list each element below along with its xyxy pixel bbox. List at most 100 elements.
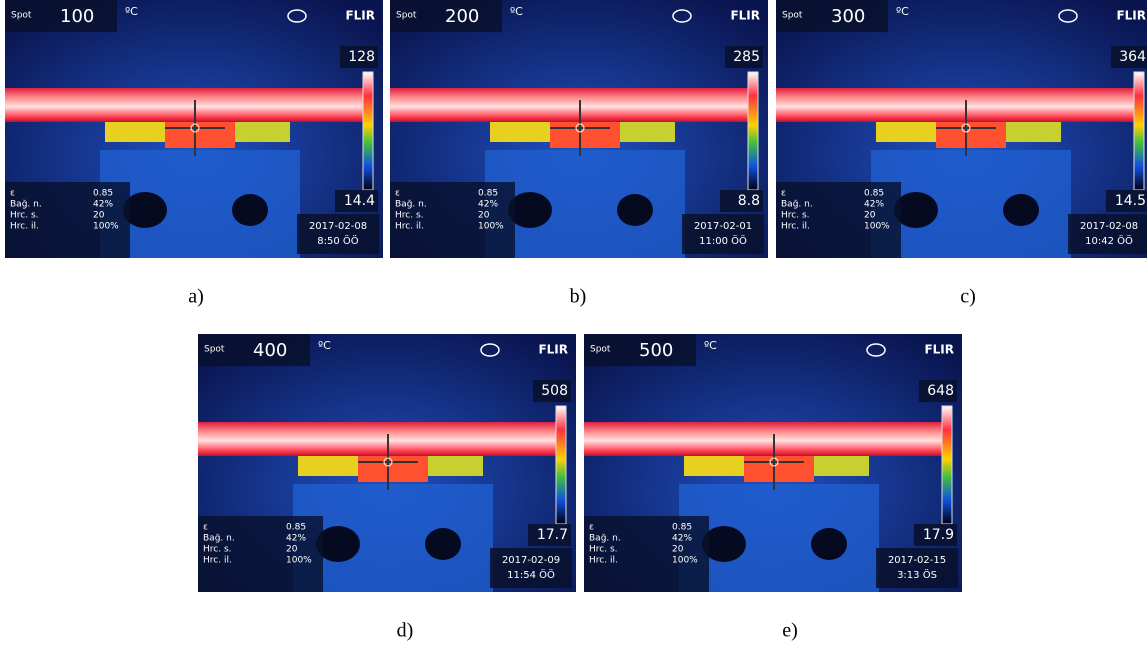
hot-block [936,118,1006,148]
spot-value: 200 [445,6,479,27]
scale-min: 14.4 [344,193,375,209]
hole [232,194,268,226]
param-value: 100% [864,222,890,232]
spot-value: 500 [639,340,673,361]
param-value: 0.85 [864,189,884,199]
param-value: 100% [478,222,504,232]
spot-label: Spot [11,11,32,21]
date: 2017-02-08 [1080,221,1138,232]
caption: a) [188,286,204,308]
param-label: Hrc. il. [395,222,424,232]
warm-block [298,454,358,476]
spot-value: 300 [831,6,865,27]
time: 11:54 ÖÖ [507,568,555,581]
param-value: 20 [478,211,490,221]
param-value: 0.85 [672,523,692,533]
hole [1003,194,1039,226]
warm-block [876,120,936,142]
param-label: Bağ. n. [10,200,42,210]
color-scale [748,72,758,190]
param-label: Bağ. n. [589,534,621,544]
param-value: 100% [672,556,698,566]
date: 2017-02-15 [888,555,946,566]
date: 2017-02-01 [694,221,752,232]
param-value: 42% [93,200,113,210]
param-label: ε [10,189,15,199]
logo: FLIR [730,9,760,23]
scale-min: 8.8 [738,193,760,209]
hot-block [358,452,428,482]
date-box [1068,214,1147,254]
scale-max: 508 [541,383,568,399]
param-value: 42% [864,200,884,210]
scale-min: 17.9 [923,527,954,543]
param-value: 42% [478,200,498,210]
time: 8:50 ÖÖ [317,234,359,247]
param-value: 20 [93,211,105,221]
logo: FLIR [924,343,954,357]
warm-block [1006,122,1061,142]
param-label: ε [203,523,208,533]
caption: b) [570,286,587,308]
param-label: Hrc. s. [395,211,424,221]
param-value: 0.85 [478,189,498,199]
hot-block [165,118,235,148]
unit: ºC [704,339,717,352]
warm-block [814,456,869,476]
param-label: ε [781,189,786,199]
scale-max: 128 [348,49,375,65]
caption: e) [782,620,798,642]
spot-value: 400 [253,340,287,361]
param-value: 100% [286,556,312,566]
hole [617,194,653,226]
color-scale [556,406,566,524]
param-label: Hrc. il. [589,556,618,566]
scale-min: 14.5 [1115,193,1146,209]
time: 3:13 ÖS [897,568,937,581]
hole [425,528,461,560]
warm-block [620,122,675,142]
heated-rod [584,422,942,456]
hole [811,528,847,560]
param-label: Hrc. s. [203,545,232,555]
param-value: 20 [864,211,876,221]
unit: ºC [896,5,909,18]
unit: ºC [510,5,523,18]
param-label: Bağ. n. [203,534,235,544]
param-label: Hrc. s. [10,211,39,221]
caption: c) [960,286,976,308]
param-label: ε [395,189,400,199]
warm-block [490,120,550,142]
unit: ºC [318,339,331,352]
color-scale [363,72,373,190]
heated-rod [390,88,748,122]
param-value: 20 [672,545,684,555]
param-label: Hrc. il. [781,222,810,232]
unit: ºC [125,5,138,18]
spot-label: Spot [590,345,611,355]
hot-block [744,452,814,482]
date: 2017-02-09 [502,555,560,566]
hot-block [550,118,620,148]
color-scale [942,406,952,524]
spot-label: Spot [396,11,417,21]
logo: FLIR [1116,9,1146,23]
param-value: 42% [672,534,692,544]
time: 10:42 ÖÖ [1085,234,1133,247]
param-label: Hrc. s. [781,211,810,221]
warm-block [235,122,290,142]
param-value: 42% [286,534,306,544]
param-value: 20 [286,545,298,555]
scale-max: 364 [1119,49,1146,65]
warm-block [684,454,744,476]
warm-block [105,120,165,142]
heated-rod [5,88,363,122]
date-box [490,548,572,588]
param-label: Hrc. s. [589,545,618,555]
heated-rod [776,88,1134,122]
